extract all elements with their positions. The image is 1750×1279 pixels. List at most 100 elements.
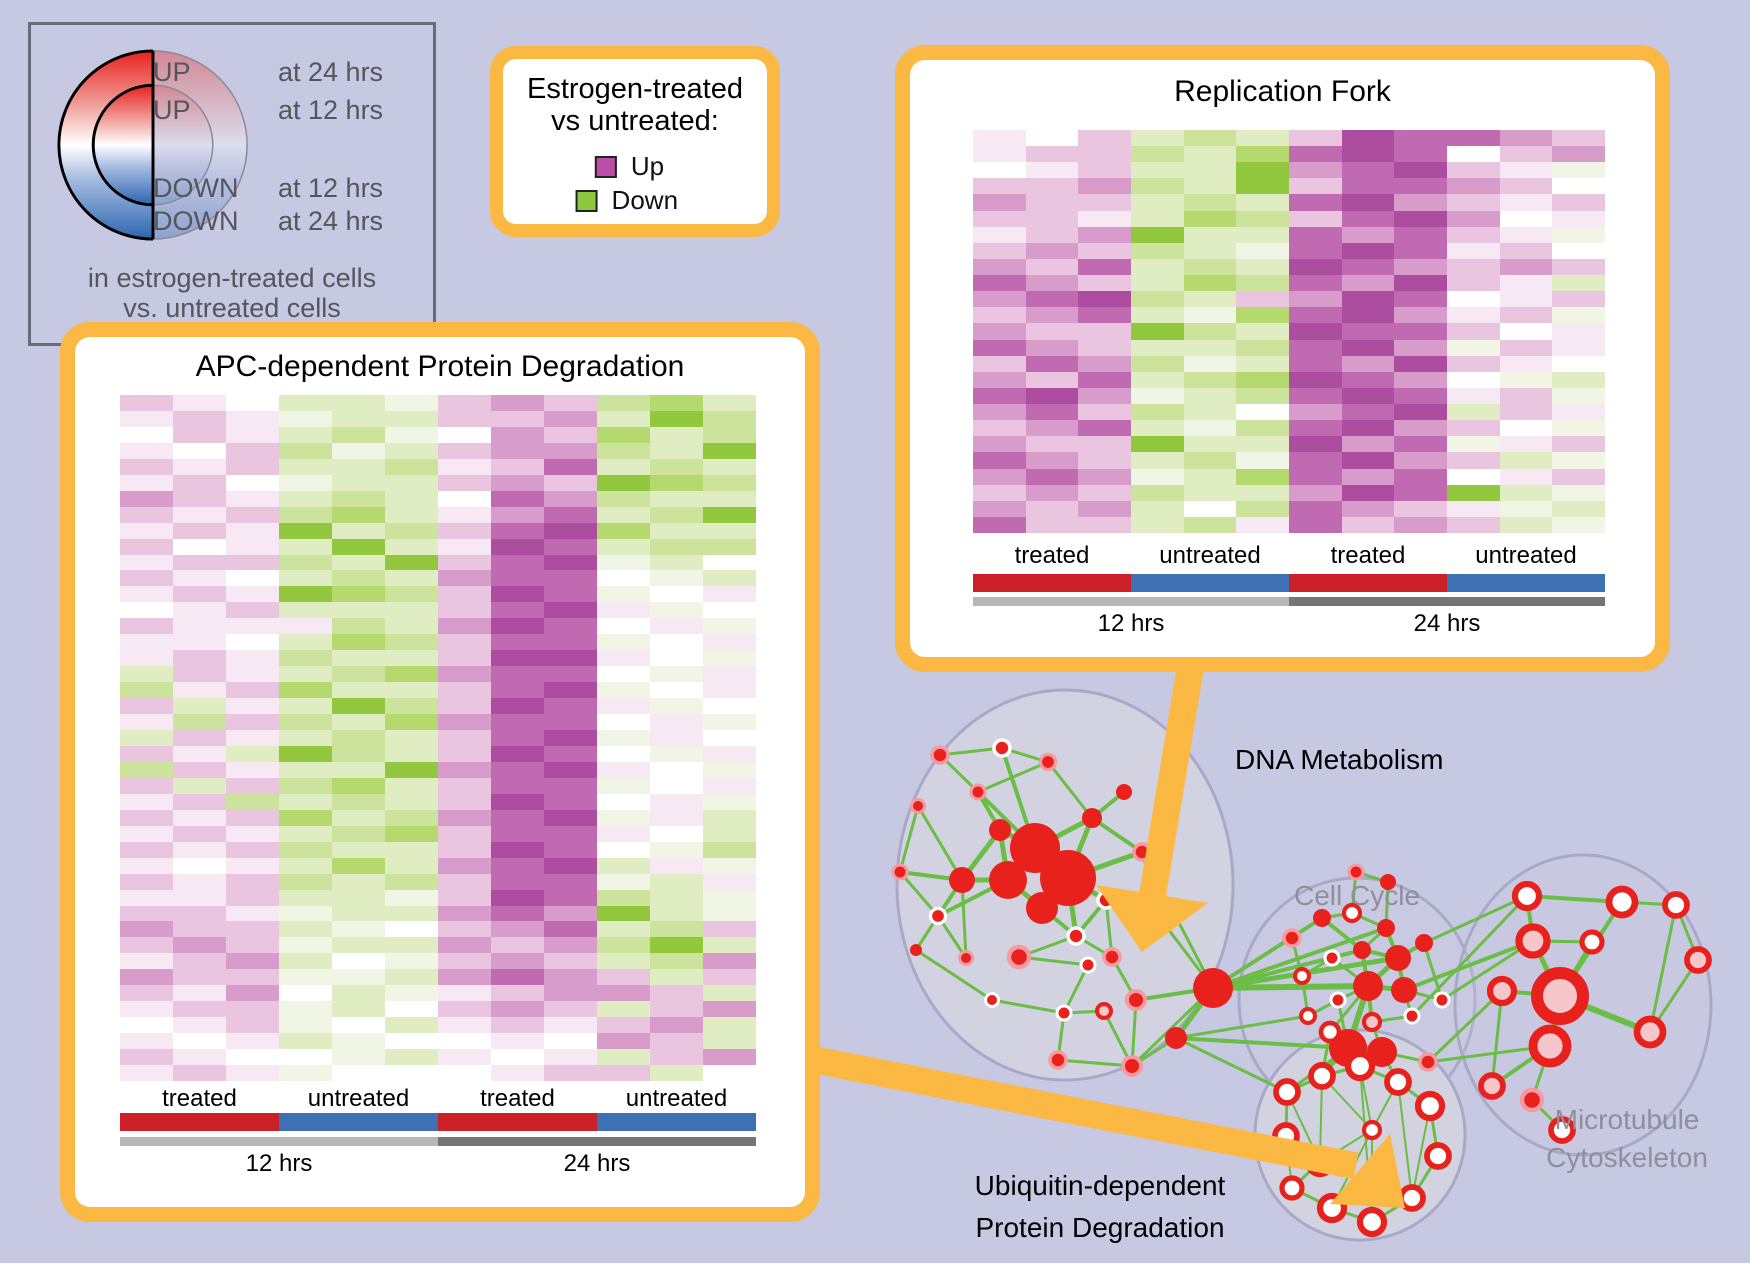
heatmap-cell xyxy=(385,953,438,970)
heatmap-cell xyxy=(544,714,597,731)
heatmap-cell xyxy=(1183,355,1237,372)
heatmap-cell xyxy=(1078,468,1131,485)
heatmap-cell xyxy=(973,436,1026,453)
heatmap-cell xyxy=(120,698,173,715)
heatmap-cell xyxy=(703,1017,756,1034)
heatmap-cell xyxy=(1289,226,1342,243)
heatmap-cell xyxy=(385,1033,438,1050)
heatmap-cell xyxy=(1394,500,1447,517)
heatmap-cell xyxy=(279,857,332,874)
heatmap-cell xyxy=(1499,275,1553,292)
network-edge xyxy=(1500,989,1562,998)
heatmap-cell xyxy=(332,618,385,635)
heatmap-cell xyxy=(1341,355,1395,372)
heatmap-cell xyxy=(385,474,438,491)
heatmap-cell xyxy=(385,714,438,731)
heatmap-cell xyxy=(438,666,491,683)
heatmap-cell xyxy=(597,442,650,459)
heatmap-cell xyxy=(1025,226,1079,243)
heatmap-cell xyxy=(650,761,703,778)
heatmap-cell xyxy=(120,730,173,746)
heatmap-cell xyxy=(226,410,279,427)
network-node-pr xyxy=(910,798,926,814)
heatmap-cell xyxy=(173,1017,226,1034)
heatmap-cell xyxy=(279,522,332,539)
heatmap-cell xyxy=(973,387,1026,405)
heatmap-cell xyxy=(1552,291,1605,308)
network-edge xyxy=(1402,988,1414,1018)
heatmap-cell xyxy=(544,458,597,475)
network-node-rp xyxy=(1633,1015,1667,1049)
heatmap-cell xyxy=(1078,291,1131,308)
network-edge xyxy=(1090,790,1126,820)
heatmap-cell xyxy=(226,426,279,443)
heatmap-cell xyxy=(544,490,597,507)
label-microtubule-line2: Cytoskeleton xyxy=(1546,1142,1708,1173)
heatmap-cell xyxy=(597,490,650,507)
heatmap-cell xyxy=(491,873,544,890)
heatmap-cell xyxy=(173,937,226,954)
heatmap-cell xyxy=(1394,258,1447,276)
arrow-replication-to-dna-head xyxy=(1096,885,1208,952)
network-edge xyxy=(1558,900,1624,998)
heatmap-cell xyxy=(438,1065,491,1081)
network-node-rw xyxy=(1605,885,1639,919)
heatmap-cell xyxy=(1552,146,1605,163)
heatmap-cell xyxy=(226,745,279,762)
heatmap-cell xyxy=(1394,371,1447,388)
heatmap-cell xyxy=(703,634,756,651)
heatmap-cell xyxy=(703,825,756,842)
heatmap-cell xyxy=(597,682,650,699)
network-edge xyxy=(1410,1154,1440,1200)
heatmap-cell xyxy=(1183,339,1237,356)
heatmap-cell xyxy=(332,395,385,411)
heatmap-cell xyxy=(1289,452,1342,469)
heatmap-cell xyxy=(1289,291,1342,308)
network-node-s xyxy=(1010,823,1060,873)
network-edge xyxy=(1174,1036,1350,1050)
heatmap-cell xyxy=(1499,162,1553,179)
heatmap-cell xyxy=(650,650,703,667)
heatmap-cell xyxy=(1289,516,1342,533)
heatmap-cell xyxy=(597,586,650,603)
heatmap-cell xyxy=(438,1017,491,1034)
heatmap-cell xyxy=(1341,210,1395,227)
heatmap-cell xyxy=(1394,146,1447,163)
replication-condition-bars xyxy=(973,574,1605,592)
heatmap-cell xyxy=(1183,291,1237,308)
heatmap-cell xyxy=(173,730,226,746)
network-edge xyxy=(1074,934,1114,959)
heatmap-cell xyxy=(650,841,703,858)
heatmap-cell xyxy=(332,602,385,619)
heatmap-cell xyxy=(491,777,544,794)
heatmap-cell xyxy=(1499,242,1553,259)
heatmap-cell xyxy=(385,745,438,762)
heatmap-cell xyxy=(1078,500,1131,517)
heatmap-cell xyxy=(1025,162,1079,179)
heatmap-cell xyxy=(1131,452,1184,469)
heatmap-cell xyxy=(1131,291,1184,308)
heatmap-cell xyxy=(120,1017,173,1034)
heatmap-cell xyxy=(438,458,491,475)
network-edge xyxy=(1648,958,1700,1034)
heatmap-cell xyxy=(226,953,279,970)
network-node-s xyxy=(1415,934,1433,952)
heatmap-cell xyxy=(332,777,385,794)
heatmap-cell xyxy=(650,426,703,443)
heatmap-cell xyxy=(544,666,597,683)
heatmap-cell xyxy=(1078,404,1131,421)
heatmap-cell xyxy=(1236,275,1289,292)
heatmap-cell xyxy=(226,506,279,523)
heatmap-cell xyxy=(279,570,332,587)
network-edge xyxy=(1359,1065,1373,1223)
heatmap-cell xyxy=(1394,291,1447,308)
heatmap-cell xyxy=(1289,210,1342,227)
heatmap-cell xyxy=(226,825,279,842)
heatmap-cell xyxy=(1131,371,1184,388)
heatmap-cell xyxy=(1447,355,1500,372)
heatmap-cell xyxy=(1289,387,1342,405)
heatmap-cell xyxy=(597,777,650,794)
heatmap-cell xyxy=(1289,468,1342,485)
heatmap-cell xyxy=(1394,307,1447,324)
